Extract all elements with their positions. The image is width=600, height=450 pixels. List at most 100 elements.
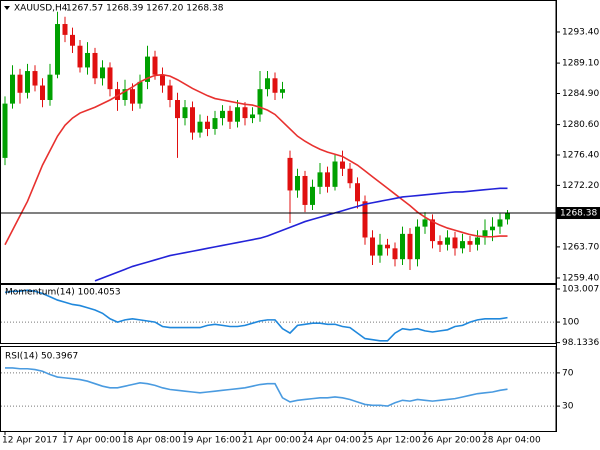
- candle-body: [70, 34, 75, 46]
- x-tick-label: 17 Apr 00:00: [62, 436, 121, 446]
- candle-body: [55, 24, 60, 75]
- candle-body: [152, 56, 158, 75]
- candle-body: [467, 241, 473, 245]
- candle-body: [250, 114, 255, 119]
- candle-body: [475, 237, 480, 245]
- candle-body: [47, 74, 53, 101]
- candle-body: [205, 121, 210, 129]
- candle-body: [280, 89, 285, 93]
- candle-body: [25, 71, 30, 93]
- candle-body: [115, 89, 120, 101]
- last-price-label: 1268.38: [560, 209, 597, 219]
- candle-body: [10, 74, 15, 104]
- candle-body: [437, 241, 443, 245]
- candle-body: [77, 45, 83, 68]
- y-tick-label: 1259.40: [562, 274, 599, 284]
- candle-body: [370, 237, 375, 256]
- y-tick-label: 103.0075: [562, 284, 600, 294]
- candle-body: [167, 85, 173, 101]
- candle-body: [377, 244, 383, 256]
- candle-body: [242, 107, 248, 119]
- candle-body: [362, 201, 368, 238]
- rsi-title: RSI(14) 50.3967: [5, 352, 78, 362]
- moving-average: [4, 73, 508, 246]
- y-tick-label: 70: [562, 368, 574, 378]
- candle-body: [190, 107, 195, 133]
- y-tick-label: 1263.70: [562, 242, 599, 252]
- y-tick-label: 100: [562, 318, 579, 328]
- momentum-title: Momentum(14) 100.4053: [5, 288, 121, 298]
- candle-body: [130, 89, 135, 104]
- x-tick-label: 25 Apr 12:00: [362, 436, 421, 446]
- x-tick-label: 18 Apr 08:00: [122, 436, 181, 446]
- candle-body: [227, 110, 233, 122]
- candle-body: [415, 226, 420, 260]
- y-tick-label: 1272.20: [562, 181, 599, 191]
- candle-body: [310, 186, 315, 205]
- candle-body: [197, 121, 203, 133]
- candle-body: [325, 172, 330, 187]
- candle-body: [355, 183, 360, 202]
- ohlc-header: 1267.57 1268.39 1267.20 1268.38: [66, 4, 224, 14]
- candle-body: [40, 85, 45, 101]
- candle-body: [340, 161, 345, 169]
- candle-body: [272, 78, 278, 93]
- candle-body: [482, 230, 488, 238]
- candle-body: [302, 175, 308, 205]
- candle-body: [505, 213, 510, 220]
- y-tick-label: 1280.60: [562, 120, 599, 130]
- candle-body: [175, 100, 180, 119]
- candle-body: [460, 241, 465, 249]
- candle-body: [392, 248, 398, 260]
- candle-body: [100, 67, 105, 79]
- x-tick-label: 28 Apr 04:00: [482, 436, 541, 446]
- candle-body: [422, 219, 428, 227]
- candle-body: [160, 74, 165, 86]
- candle-body: [445, 237, 450, 245]
- candle-body: [287, 157, 293, 191]
- candle-body: [235, 107, 240, 122]
- chart-title: XAUUSD,H4: [14, 4, 68, 14]
- menu-arrow: [4, 6, 10, 10]
- candle-body: [212, 118, 218, 129]
- candle-body: [400, 233, 405, 260]
- candle-body: [497, 219, 503, 227]
- candle-body: [347, 168, 353, 184]
- candle-body: [385, 244, 390, 249]
- candle-body: [2, 103, 8, 158]
- x-tick-label: 24 Apr 04:00: [302, 436, 361, 446]
- candle-body: [430, 219, 435, 242]
- candle-body: [32, 71, 38, 86]
- candle-body: [265, 78, 270, 90]
- candle-body: [62, 24, 68, 35]
- candle-body: [92, 52, 98, 79]
- candle-body: [452, 237, 458, 249]
- last-price-box: [556, 207, 600, 220]
- indicator-line: [5, 367, 508, 407]
- x-tick-label: 12 Apr 2017: [2, 436, 58, 446]
- candle-body: [295, 175, 300, 191]
- candle-body: [317, 172, 323, 187]
- x-tick-label: 19 Apr 16:00: [182, 436, 241, 446]
- indicator-line: [4, 289, 508, 342]
- candle-body: [407, 233, 413, 260]
- y-tick-label: 30: [562, 402, 574, 412]
- candle-body: [137, 81, 143, 104]
- y-tick-label: 1276.40: [562, 150, 599, 160]
- candle-body: [122, 89, 128, 101]
- y-tick-label: 98.1336: [562, 338, 599, 348]
- x-tick-label: 26 Apr 20:00: [422, 436, 481, 446]
- y-tick-label: 1289.10: [562, 59, 599, 69]
- x-tick-label: 21 Apr 00:00: [242, 436, 301, 446]
- y-tick-label: 1284.90: [562, 89, 599, 99]
- candle-body: [17, 74, 23, 93]
- candle-body: [145, 56, 150, 82]
- candle-body: [257, 89, 263, 115]
- y-tick-label: 1293.40: [562, 27, 599, 37]
- candle-body: [182, 107, 188, 119]
- candle-body: [490, 226, 495, 231]
- candle-body: [85, 52, 90, 68]
- candle-body: [107, 67, 113, 90]
- candle-body: [220, 110, 225, 119]
